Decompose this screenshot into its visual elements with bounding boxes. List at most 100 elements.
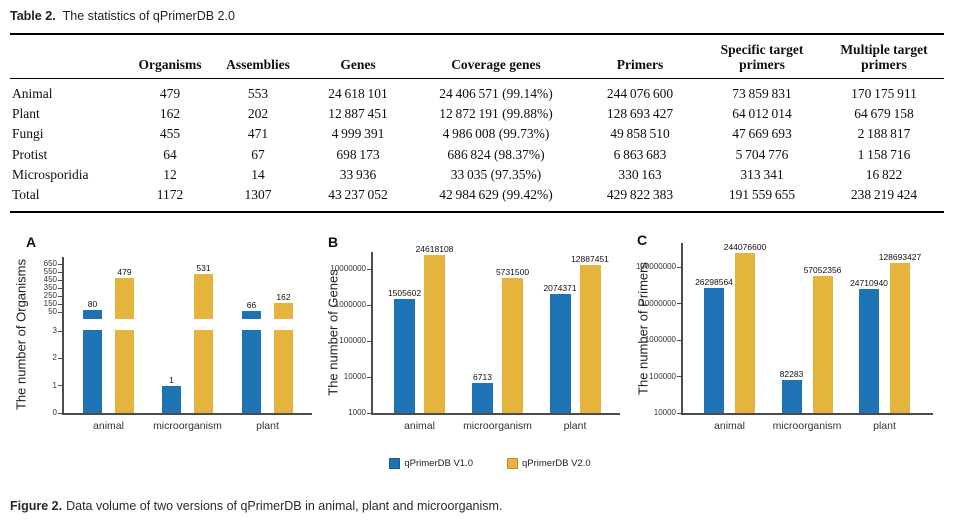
table-cell: 12 [163,166,177,182]
table-cell: 14 [251,166,265,182]
panel-label: B [328,234,339,250]
table-cell: 244 076 600 [606,86,674,101]
table-cell: 162 [159,106,181,122]
panel-label: C [637,232,648,248]
y-tick-label: 100000 [649,371,676,381]
bar-value-label: 57052356 [803,264,842,275]
table-cell: 43 237 052 [328,187,388,203]
y-tick-mark [677,339,681,341]
legend-item-v2: qPrimerDB V2.0 [507,458,591,469]
x-category-label: plant [256,420,279,432]
y-tick-mark [677,266,681,268]
x-category-label: microorganism [463,420,532,432]
table-cell: 12 887 451 [328,106,388,122]
table-title-text: The statistics of qPrimerDB 2.0 [62,9,235,23]
y-tick-label: 1 [52,380,57,390]
y-axis-line [371,252,373,413]
y-tick-label: 50 [48,307,57,316]
bar-value-label: 24710940 [850,278,888,289]
y-tick-label: 350 [43,283,57,292]
y-tick-label: 1000000 [334,300,366,309]
table-cell: Animal [12,86,53,101]
y-tick-mark [367,376,371,378]
y-tick-label: 3 [52,326,57,335]
bar-value-label: 479 [117,266,132,277]
legend-swatch-v1 [389,458,401,469]
y-tick-mark [58,263,62,265]
y-tick-label: 0 [52,408,57,417]
table-row: Total 1172 1307 43 237 052 42 984 629 (9… [10,185,944,212]
table-cell: 67 [251,146,265,162]
y-axis-title: The number of Genes [325,269,341,396]
y-tick-mark [58,295,62,297]
bar-value-label: 12887451 [571,254,609,265]
y-tick-label: 450 [43,275,57,284]
table-cell: 429 822 383 [606,187,674,203]
y-tick-label: 250 [43,291,57,300]
table-row: Plant 162 202 12 887 451 12 872 191 (99.… [10,104,944,124]
bar-value-label: 24618108 [415,243,454,254]
table-header-row: Organisms Assemblies Genes Coverage gene… [10,34,944,79]
y-tick-label: 10000 [343,372,366,381]
y-tick-mark [367,304,371,306]
table-cell: 47 669 693 [732,126,792,142]
x-category-label: animal [404,420,435,432]
legend-swatch-v2 [507,458,518,469]
bar-microorganism-v2 [194,273,213,413]
y-tick-label: 550 [43,267,57,276]
y-tick-mark [58,385,62,387]
y-tick-label: 150 [43,299,57,308]
table-cell: 479 [159,86,181,101]
table-cell: 6 863 683 [613,146,667,162]
column-header: Primers [580,34,700,79]
y-tick-label: 10000000 [640,298,676,308]
y-tick-label: 650 [43,259,57,268]
bar-animal-v2 [115,277,134,413]
bar-value-label: 162 [276,292,291,303]
y-tick-mark [367,412,371,414]
bar-value-label: 26298564 [695,277,733,288]
table-cell: 471 [247,126,269,142]
bar-animal-v1 [83,309,102,413]
y-tick-label: 100000000 [635,262,676,271]
table-cell: 455 [159,126,181,142]
bar-plant-v1 [859,289,879,413]
column-header: Genes [304,34,412,79]
x-axis-line [62,413,312,415]
table-cell: 16 822 [865,166,903,182]
y-axis-line [62,257,64,413]
y-tick-mark [58,271,62,273]
table-cell: 24 406 571 (99.14%) [439,86,553,101]
column-header [10,34,128,79]
bar-animal-v1 [394,298,415,413]
table-cell: 1172 [156,187,184,203]
y-tick-mark [677,412,681,414]
x-axis-line [681,413,933,415]
table-cell: 73 859 831 [732,86,792,101]
column-header: Specific target primers [700,34,824,79]
table-cell: 12 872 191 (99.88%) [439,106,553,122]
y-tick-mark [58,287,62,289]
table-cell: 1 158 716 [857,146,911,162]
bar-plant-v2 [890,263,910,413]
y-axis-line [681,243,683,413]
table-cell: 5 704 776 [735,146,789,162]
y-tick-mark [367,340,371,342]
column-header: Assemblies [212,34,304,79]
table-cell: 33 936 [339,166,377,182]
legend-item-v1: qPrimerDB V1.0 [389,458,473,469]
bar-value-label: 244076600 [723,241,767,252]
bar-value-label: 66 [246,299,257,310]
y-tick-mark [58,303,62,305]
table-cell: 698 173 [336,146,380,162]
table-row: Fungi 455 471 4 999 391 4 986 008 (99.73… [10,124,944,144]
bar-value-label: 6713 [473,372,492,383]
bar-microorganism-v1 [162,385,181,413]
legend-label-v2: qPrimerDB V2.0 [522,458,591,469]
y-tick-mark [58,357,62,359]
y-tick-label: 2 [52,353,57,363]
bar-value-label: 2074371 [543,282,577,293]
panel-label: A [26,234,37,250]
y-tick-label: 1000 [348,408,366,417]
